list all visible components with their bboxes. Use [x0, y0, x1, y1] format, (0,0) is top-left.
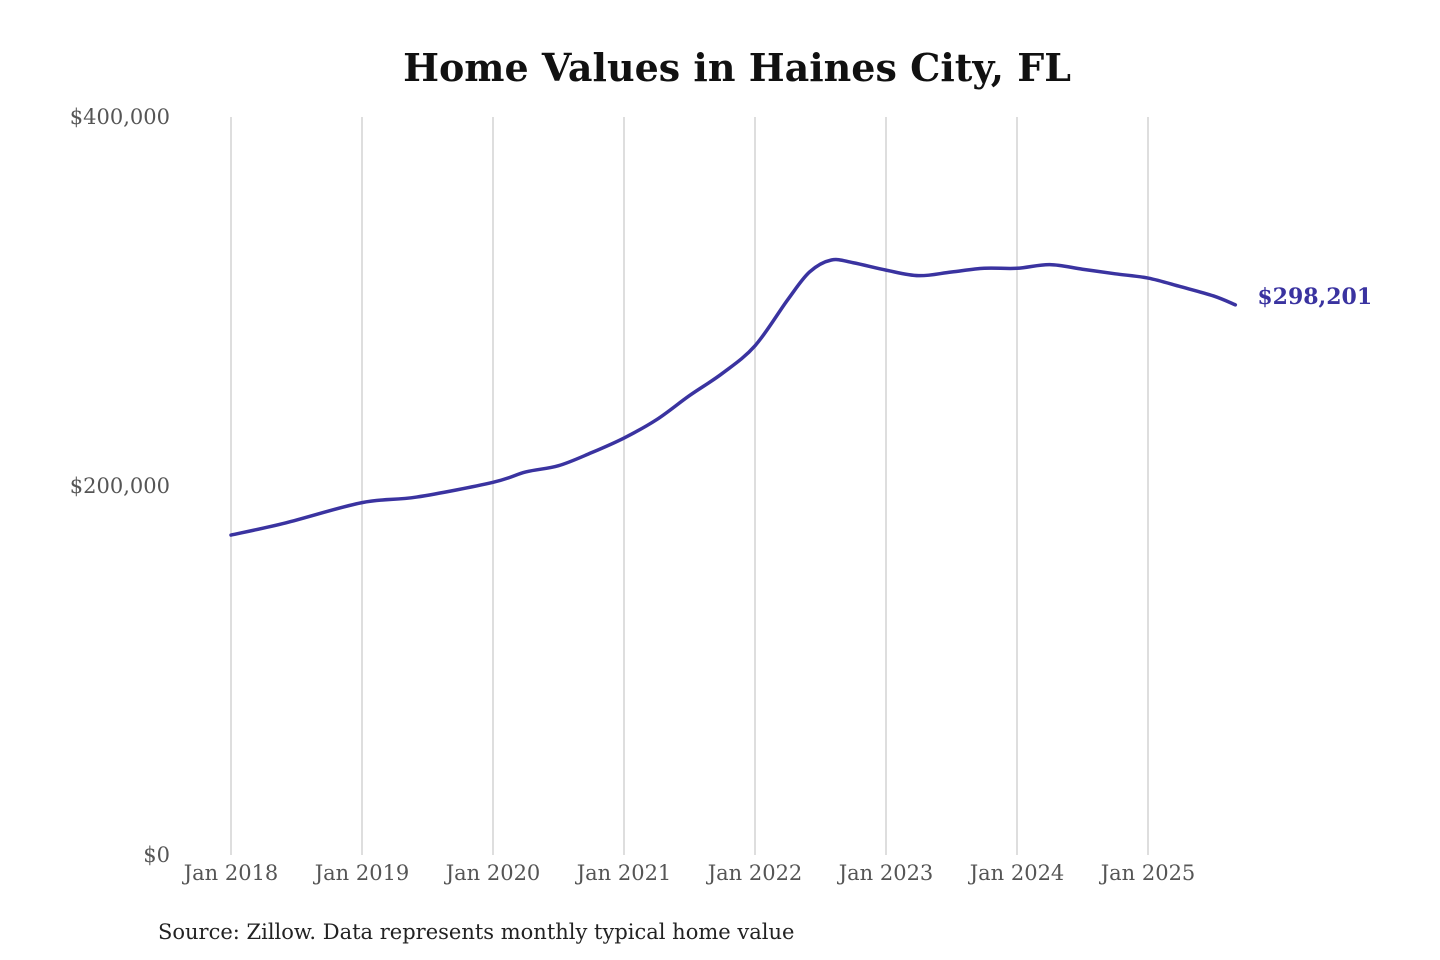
x-tick-label: Jan 2019	[313, 861, 410, 885]
x-tick-label: Jan 2018	[182, 861, 279, 885]
y-tick-label: $0	[143, 843, 170, 867]
x-tick-label: Jan 2020	[444, 861, 541, 885]
chart-title: Home Values in Haines City, FL	[403, 45, 1071, 90]
x-tick-label: Jan 2021	[575, 861, 672, 885]
y-tick-label: $200,000	[70, 474, 170, 498]
end-value-label: $298,201	[1257, 284, 1372, 310]
x-axis: Jan 2018 Jan 2019 Jan 2020 Jan 2021 Jan 2022…	[182, 861, 1196, 885]
x-tick-label: Jan 2023	[837, 861, 934, 885]
series-line	[229, 257, 1238, 537]
y-axis: $0 $200,000 $400,000	[70, 105, 170, 867]
y-tick-label: $400,000	[70, 105, 170, 129]
x-tick-label: Jan 2025	[1099, 861, 1196, 885]
source-note: Source: Zillow. Data represents monthly …	[158, 920, 794, 944]
gridlines	[230, 117, 1149, 855]
x-tick-label: Jan 2024	[968, 861, 1065, 885]
x-tick-label: Jan 2022	[706, 861, 803, 885]
